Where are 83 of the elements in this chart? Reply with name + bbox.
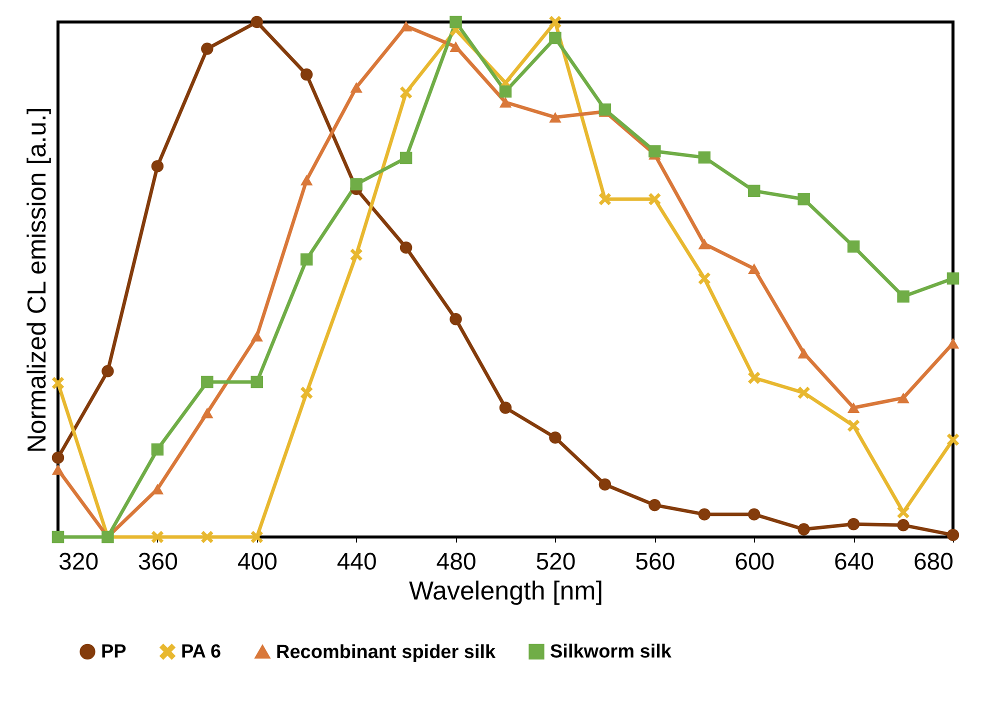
point [598, 193, 612, 206]
legend-label: PP [101, 642, 127, 663]
point [52, 376, 64, 390]
point [897, 519, 910, 532]
point [798, 348, 810, 358]
point [300, 386, 313, 399]
point [698, 272, 711, 285]
x-tick-label: 360 [138, 548, 178, 576]
point [350, 82, 362, 93]
point [151, 160, 164, 172]
point [499, 97, 512, 108]
point [598, 478, 612, 491]
x-tick-label: 480 [436, 548, 476, 576]
point [499, 85, 512, 98]
point [698, 238, 711, 250]
point [201, 408, 214, 418]
point [151, 443, 164, 456]
point [847, 420, 860, 432]
point [698, 508, 711, 520]
point [300, 68, 313, 81]
point [748, 372, 760, 384]
point [250, 530, 264, 544]
x-tick-label: 560 [635, 548, 676, 576]
point [300, 253, 313, 266]
point [549, 32, 562, 44]
point [52, 452, 64, 464]
point [549, 112, 562, 123]
point [648, 193, 661, 206]
point [250, 330, 264, 342]
point [52, 464, 64, 475]
x-tick-label: 400 [237, 548, 278, 576]
legend-label: Recombinant spider silk [276, 642, 496, 663]
point [897, 290, 910, 303]
point [350, 248, 362, 261]
point [102, 365, 114, 378]
point [648, 145, 661, 158]
point [847, 518, 860, 530]
x-tick-label: 600 [734, 548, 775, 576]
point [400, 152, 412, 164]
point [946, 528, 960, 542]
point [400, 86, 412, 99]
point [549, 16, 562, 28]
point [201, 376, 214, 388]
point [748, 184, 760, 198]
point [450, 16, 462, 28]
point [748, 508, 760, 520]
point [648, 498, 661, 512]
point [350, 178, 362, 190]
point [798, 386, 810, 399]
point [598, 103, 612, 116]
point [798, 193, 810, 206]
point [450, 41, 462, 52]
point [201, 530, 214, 544]
y-axis-title: Normalized CL emission [a.u.] [22, 107, 52, 453]
point [549, 431, 562, 444]
point [300, 174, 313, 186]
point [450, 313, 462, 326]
point [151, 530, 164, 544]
point [748, 263, 760, 274]
point [400, 241, 412, 254]
point [897, 506, 910, 518]
point [400, 20, 412, 32]
x-axis-title: Wavelength [nm] [408, 576, 604, 606]
point [201, 42, 214, 55]
point [946, 272, 960, 285]
point [250, 376, 264, 388]
legend-label: Silkworm silk [550, 642, 672, 663]
point [698, 151, 711, 164]
point [946, 338, 960, 349]
point [946, 434, 960, 446]
point [847, 240, 860, 253]
x-tick-label: 640 [834, 548, 874, 576]
point [250, 16, 264, 28]
point [798, 523, 810, 536]
point [52, 530, 64, 544]
legend-label: PA 6 [181, 642, 222, 663]
x-tick-label: 680 [913, 548, 954, 576]
x-tick-label: 520 [536, 548, 576, 576]
point [897, 392, 910, 404]
point [847, 402, 860, 414]
x-tick-label: 440 [336, 548, 377, 576]
point [499, 402, 512, 414]
x-tick-label: 320 [58, 548, 99, 576]
